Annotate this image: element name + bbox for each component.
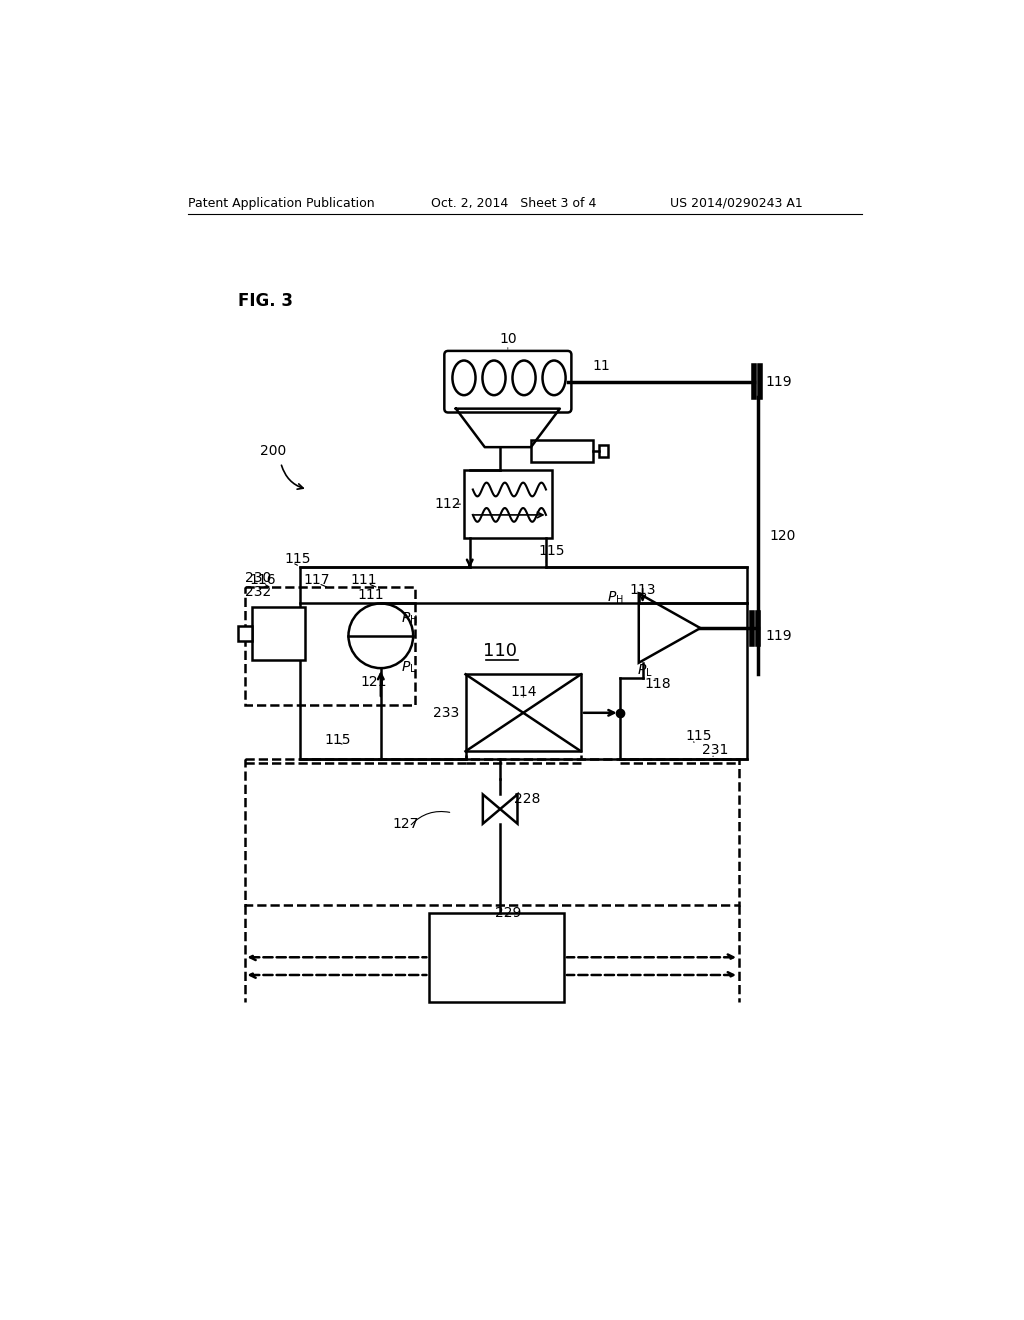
Text: 200: 200 xyxy=(260,444,286,458)
Text: P: P xyxy=(637,664,645,677)
Polygon shape xyxy=(483,795,500,824)
Text: 111: 111 xyxy=(357,587,384,602)
FancyBboxPatch shape xyxy=(252,607,304,660)
Circle shape xyxy=(348,603,413,668)
Text: 115: 115 xyxy=(325,733,351,747)
FancyBboxPatch shape xyxy=(466,675,581,751)
FancyBboxPatch shape xyxy=(464,470,552,539)
FancyBboxPatch shape xyxy=(300,566,746,759)
Ellipse shape xyxy=(512,360,536,395)
Text: 117: 117 xyxy=(303,573,330,587)
Text: 121: 121 xyxy=(360,675,386,689)
Text: 112: 112 xyxy=(435,498,461,511)
Text: 119: 119 xyxy=(766,628,793,643)
FancyBboxPatch shape xyxy=(444,351,571,412)
Text: P: P xyxy=(401,611,410,626)
Text: 11: 11 xyxy=(593,359,610,374)
Text: US 2014/0290243 A1: US 2014/0290243 A1 xyxy=(670,197,803,210)
FancyBboxPatch shape xyxy=(429,913,564,1002)
Ellipse shape xyxy=(482,360,506,395)
Text: 232: 232 xyxy=(245,585,270,599)
Text: P: P xyxy=(608,590,616,605)
Polygon shape xyxy=(500,795,517,824)
Text: 115: 115 xyxy=(685,729,712,743)
Ellipse shape xyxy=(453,360,475,395)
Text: 231: 231 xyxy=(701,743,728,756)
Text: 110: 110 xyxy=(483,643,517,660)
Text: 115: 115 xyxy=(539,544,565,558)
Text: 113: 113 xyxy=(630,582,656,597)
Text: L: L xyxy=(410,664,416,675)
Text: FIG. 3: FIG. 3 xyxy=(239,292,293,310)
Text: Oct. 2, 2014   Sheet 3 of 4: Oct. 2, 2014 Sheet 3 of 4 xyxy=(431,197,596,210)
Text: 127: 127 xyxy=(392,817,419,832)
FancyBboxPatch shape xyxy=(531,441,593,462)
Ellipse shape xyxy=(543,360,565,395)
Text: 228: 228 xyxy=(514,792,541,807)
Text: 118: 118 xyxy=(645,677,672,690)
Text: 230: 230 xyxy=(245,572,270,585)
Text: 115: 115 xyxy=(285,552,311,566)
Text: 233: 233 xyxy=(433,706,460,719)
Text: 229: 229 xyxy=(495,906,521,920)
Text: 120: 120 xyxy=(770,529,796,543)
Text: 116: 116 xyxy=(250,573,276,587)
FancyBboxPatch shape xyxy=(239,626,252,642)
Text: 111: 111 xyxy=(350,573,377,587)
Text: H: H xyxy=(410,615,418,626)
FancyBboxPatch shape xyxy=(599,445,608,457)
Text: H: H xyxy=(616,594,624,605)
Text: 10: 10 xyxy=(499,333,517,346)
Text: 119: 119 xyxy=(766,375,793,388)
Text: Patent Application Publication: Patent Application Publication xyxy=(188,197,375,210)
Text: 114: 114 xyxy=(510,685,537,700)
Polygon shape xyxy=(639,594,700,663)
Text: L: L xyxy=(646,668,651,677)
Text: P: P xyxy=(401,660,410,673)
